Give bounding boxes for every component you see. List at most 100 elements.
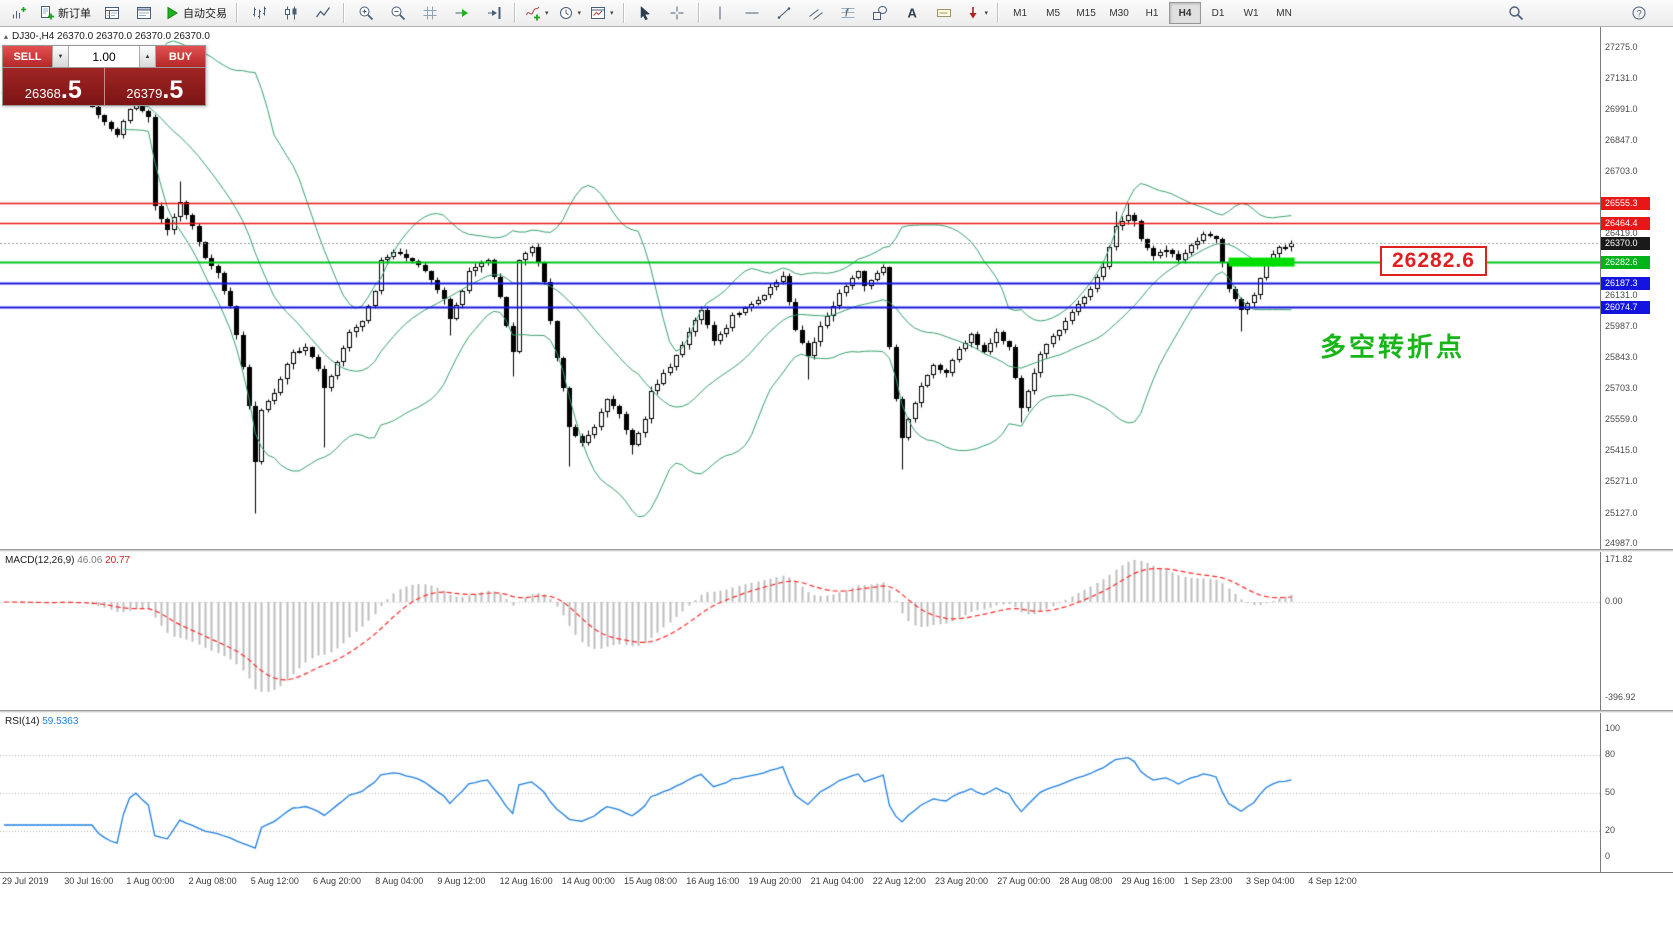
cursor-button[interactable] xyxy=(630,1,661,25)
zoom-out-button[interactable] xyxy=(382,1,413,25)
text-button[interactable]: A xyxy=(897,1,928,25)
grid-icon xyxy=(422,5,438,21)
templates-button[interactable]: ▾ xyxy=(586,1,618,25)
channel-button[interactable] xyxy=(801,1,832,25)
new-order-button[interactable]: 新订单 xyxy=(35,1,95,25)
auto-trading-button-label: 自动交易 xyxy=(183,8,227,20)
shapes-button[interactable] xyxy=(865,1,896,25)
search-button[interactable] xyxy=(1500,1,1531,25)
buy-button[interactable]: BUY xyxy=(156,46,205,67)
search-icon xyxy=(1508,5,1524,21)
sell-price[interactable]: 26368.5 xyxy=(3,68,105,105)
macd-canvas[interactable] xyxy=(0,552,1600,710)
price-axis-label: 27275.0 xyxy=(1605,41,1638,52)
horizontal-line-button[interactable] xyxy=(737,1,768,25)
arrows-button-caret[interactable]: ▾ xyxy=(984,10,989,17)
timeframe-d1[interactable]: D1 xyxy=(1211,7,1225,19)
data-window-icon xyxy=(136,5,152,21)
price-axis[interactable]: 27275.0 27131.0 26991.0 26847.0 26703.0 26419… xyxy=(1600,27,1673,872)
cursor-icon xyxy=(637,5,653,21)
candles-chart-icon xyxy=(283,5,299,21)
zoom-out-icon xyxy=(390,5,406,21)
one-click-toggle[interactable]: ▴ xyxy=(4,32,9,41)
candles-chart-button[interactable] xyxy=(275,1,306,25)
time-axis-label: 16 Aug 16:00 xyxy=(686,876,740,886)
auto-trading-button[interactable]: 自动交易 xyxy=(160,1,231,25)
auto-trading-icon xyxy=(164,5,180,21)
line-chart-button[interactable] xyxy=(307,1,338,25)
bars-chart-button[interactable] xyxy=(243,1,274,25)
buy-price[interactable]: 26379.5 xyxy=(104,68,205,105)
price-axis-label: 25843.0 xyxy=(1605,352,1638,363)
price-axis-label: 25415.0 xyxy=(1605,445,1638,456)
volume-decrease-button[interactable]: ▼ xyxy=(52,46,69,67)
indicators-button[interactable]: ▾ xyxy=(521,1,553,25)
time-axis-label: 15 Aug 08:00 xyxy=(624,876,678,886)
bars-chart-icon xyxy=(251,5,267,21)
vertical-line-button[interactable] xyxy=(705,1,736,25)
timeframe-w1[interactable]: W1 xyxy=(1243,7,1259,19)
grid-button[interactable] xyxy=(414,1,445,25)
help-button[interactable]: ? xyxy=(1623,1,1654,25)
zoom-in-button[interactable] xyxy=(350,1,381,25)
new-order-button-label: 新订单 xyxy=(58,8,91,20)
time-axis-label: 1 Sep 23:00 xyxy=(1183,876,1233,886)
trendline-button[interactable] xyxy=(769,1,800,25)
macd-splitter[interactable] xyxy=(0,549,1673,552)
label-button[interactable] xyxy=(929,1,960,25)
price-badge: 26555.3 xyxy=(1601,196,1650,210)
timeframe-h4[interactable]: H4 xyxy=(1169,2,1202,24)
timeframe-h1[interactable]: H1 xyxy=(1145,7,1159,19)
macd-axis-label: 171.82 xyxy=(1605,554,1633,564)
data-window-button[interactable] xyxy=(128,1,159,25)
help-icon: ? xyxy=(1631,5,1647,21)
trade-panel-top-row: SELL ▼ ▲ BUY xyxy=(3,46,205,67)
timeframe-m1[interactable]: M1 xyxy=(1013,7,1028,19)
price-axis-label: 25987.0 xyxy=(1605,321,1638,332)
chart-shift-button[interactable] xyxy=(478,1,509,25)
price-badge: 26282.6 xyxy=(1601,256,1650,270)
price-badge: 26074.7 xyxy=(1601,301,1650,315)
rsi-splitter[interactable] xyxy=(0,710,1673,713)
zoom-in-icon xyxy=(358,5,374,21)
time-axis-label: 29 Jul 2019 xyxy=(2,876,49,886)
price-axis-label: 25127.0 xyxy=(1605,507,1638,518)
main-chart-canvas[interactable] xyxy=(0,27,1600,549)
buy-price-main: 26379 xyxy=(126,85,163,101)
svg-text:A: A xyxy=(908,6,918,21)
rsi-axis-label: 20 xyxy=(1605,825,1616,836)
new-chart-button[interactable] xyxy=(3,1,34,25)
templates-button-caret[interactable]: ▾ xyxy=(610,10,614,17)
one-click-trading-panel: SELL ▼ ▲ BUY 26368.5 26379.5 xyxy=(2,45,206,106)
time-axis-label: 1 Aug 00:00 xyxy=(126,876,175,886)
auto-scroll-button[interactable] xyxy=(446,1,477,25)
time-axis-label: 2 Aug 08:00 xyxy=(188,876,237,886)
timeframe-m15[interactable]: M15 xyxy=(1076,7,1096,19)
cn-annotation: 多空转折点 xyxy=(1320,332,1466,362)
market-watch-button[interactable] xyxy=(96,1,127,25)
time-axis-label: 28 Aug 08:00 xyxy=(1059,876,1113,886)
periods-button[interactable]: ▾ xyxy=(554,1,586,25)
arrows-button[interactable]: ▾ xyxy=(961,1,993,25)
crosshair-button[interactable] xyxy=(662,1,693,25)
buy-price-frac: .5 xyxy=(162,75,184,104)
timeframe-m30[interactable]: M30 xyxy=(1109,7,1129,19)
fibonacci-button[interactable]: f xyxy=(833,1,864,25)
indicators-button-caret[interactable]: ▾ xyxy=(545,10,549,17)
indicators-icon xyxy=(525,5,541,21)
label-icon xyxy=(936,5,952,21)
sell-button[interactable]: SELL xyxy=(3,46,52,67)
periods-button-caret[interactable]: ▾ xyxy=(577,10,582,17)
periods-icon xyxy=(558,5,574,21)
volume-input[interactable] xyxy=(69,46,139,67)
volume-increase-button[interactable]: ▲ xyxy=(139,46,156,67)
timeframe-m5[interactable]: M5 xyxy=(1046,7,1061,19)
rsi-canvas[interactable] xyxy=(0,713,1600,872)
timeframe-mn[interactable]: MN xyxy=(1276,7,1292,19)
price-axis-label: 25271.0 xyxy=(1605,476,1638,487)
time-axis[interactable]: 29 Jul 2019 30 Jul 16:00 1 Aug 00:00 2 Aug … xyxy=(0,872,1673,889)
macd-axis-label: 0.00 xyxy=(1605,596,1623,606)
time-axis-label: 23 Aug 20:00 xyxy=(935,876,989,886)
svg-text:f: f xyxy=(845,8,849,20)
